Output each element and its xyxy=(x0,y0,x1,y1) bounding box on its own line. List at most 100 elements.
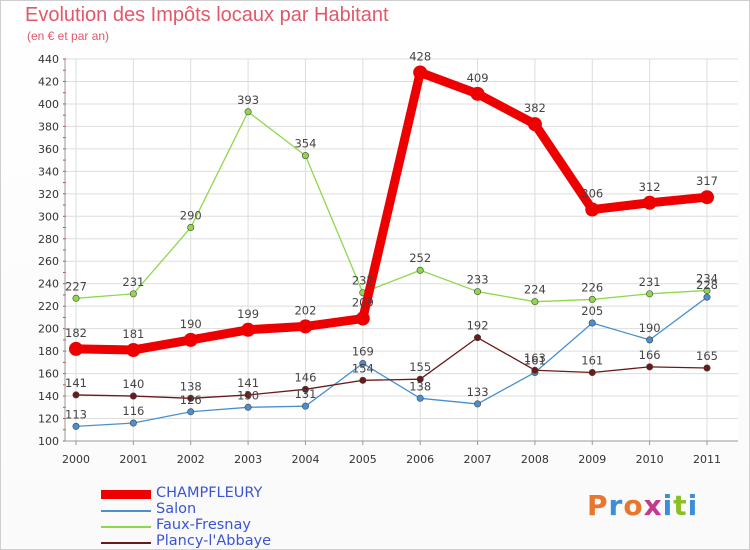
legend-label: Plancy-l'Abbaye xyxy=(156,533,272,549)
data-label: 190 xyxy=(639,321,661,335)
data-point xyxy=(474,334,482,342)
series-line xyxy=(75,111,708,303)
data-label: 205 xyxy=(581,304,603,318)
data-label: 231 xyxy=(122,275,144,289)
data-point xyxy=(129,290,137,298)
data-point xyxy=(416,375,424,383)
data-label: 233 xyxy=(467,273,489,287)
data-label: 354 xyxy=(294,137,316,151)
data-label: 252 xyxy=(409,251,431,265)
data-point xyxy=(69,341,83,356)
data-point xyxy=(187,224,195,232)
data-label: 181 xyxy=(122,327,144,341)
x-tick-label: 2009 xyxy=(578,453,606,466)
data-point xyxy=(241,322,256,337)
y-tick-label: 440 xyxy=(38,53,59,66)
data-point xyxy=(416,266,424,274)
data-point xyxy=(72,422,80,430)
plot-area xyxy=(65,59,738,441)
data-label: 317 xyxy=(696,174,718,188)
data-point xyxy=(359,376,367,384)
legend-label: Salon xyxy=(156,501,197,517)
data-label: 131 xyxy=(294,387,316,401)
data-label: 116 xyxy=(122,404,144,418)
data-label: 166 xyxy=(639,348,661,362)
data-label: 141 xyxy=(65,376,87,390)
data-label: 209 xyxy=(352,296,374,310)
data-label: 163 xyxy=(524,351,546,365)
data-label: 382 xyxy=(524,101,546,115)
data-point xyxy=(187,408,195,416)
data-label: 190 xyxy=(180,317,202,331)
data-point xyxy=(244,391,252,399)
logo-letter: P xyxy=(587,489,609,522)
x-tick-label: 2007 xyxy=(464,453,492,466)
data-point xyxy=(72,294,80,302)
y-tick-label: 320 xyxy=(38,188,59,201)
data-label: 155 xyxy=(409,360,431,374)
x-tick-label: 2001 xyxy=(119,453,147,466)
data-label: 231 xyxy=(639,275,661,289)
data-point xyxy=(301,152,309,160)
data-label: 290 xyxy=(180,209,202,223)
data-label: 202 xyxy=(294,303,316,317)
data-label: 133 xyxy=(467,385,489,399)
data-point xyxy=(588,319,596,327)
x-tick-label: 2008 xyxy=(521,453,549,466)
y-tick-label: 140 xyxy=(38,390,59,403)
y-tick-label: 280 xyxy=(38,233,59,246)
data-point xyxy=(700,190,714,205)
y-tick-label: 180 xyxy=(38,345,59,358)
data-point xyxy=(585,202,600,217)
y-tick-label: 400 xyxy=(38,98,59,111)
legend-swatch xyxy=(101,542,151,544)
data-label: 113 xyxy=(65,407,87,421)
y-tick-label: 380 xyxy=(38,120,59,133)
logo-letter: i xyxy=(662,489,674,522)
data-label: 228 xyxy=(696,278,718,292)
y-tick-label: 300 xyxy=(38,210,59,223)
data-label: 130 xyxy=(237,388,259,402)
data-label: 182 xyxy=(65,326,87,340)
data-point xyxy=(527,117,542,132)
legend-swatch xyxy=(101,526,151,528)
logo-letter: r xyxy=(608,489,624,522)
chart-subtitle: (en € et par an) xyxy=(27,29,110,43)
data-point xyxy=(703,293,711,301)
data-point xyxy=(413,65,428,80)
data-label: 169 xyxy=(352,344,374,358)
logo-letter: i xyxy=(687,489,699,522)
y-tick-label: 420 xyxy=(38,75,59,88)
y-tick-label: 260 xyxy=(38,255,59,268)
y-tick-label: 240 xyxy=(38,278,59,291)
proxiti-logo: Proxiti xyxy=(587,489,698,522)
data-point xyxy=(359,359,367,367)
data-point xyxy=(642,195,657,210)
data-point xyxy=(646,336,654,344)
series-line xyxy=(71,67,712,355)
data-point xyxy=(187,394,195,402)
data-point xyxy=(244,403,252,411)
x-tick-label: 2011 xyxy=(693,453,721,466)
data-label: 409 xyxy=(467,71,489,85)
y-tick-label: 220 xyxy=(38,300,59,313)
data-label: 234 xyxy=(696,271,718,285)
data-label: 224 xyxy=(524,283,546,297)
legend-label: CHAMPFLEURY xyxy=(156,485,263,501)
logo-letter: o xyxy=(623,489,644,522)
data-label: 138 xyxy=(180,379,202,393)
y-tick-label: 100 xyxy=(38,435,59,448)
y-tick-label: 360 xyxy=(38,143,59,156)
data-point xyxy=(244,108,252,116)
data-point xyxy=(531,366,539,374)
data-label: 146 xyxy=(294,370,316,384)
data-label: 126 xyxy=(180,393,202,407)
data-point xyxy=(470,86,485,101)
data-label: 306 xyxy=(581,187,603,201)
data-point xyxy=(129,392,137,400)
data-label: 199 xyxy=(237,307,259,321)
data-label: 227 xyxy=(65,279,87,293)
series-line xyxy=(75,296,708,428)
data-label: 161 xyxy=(581,353,603,367)
